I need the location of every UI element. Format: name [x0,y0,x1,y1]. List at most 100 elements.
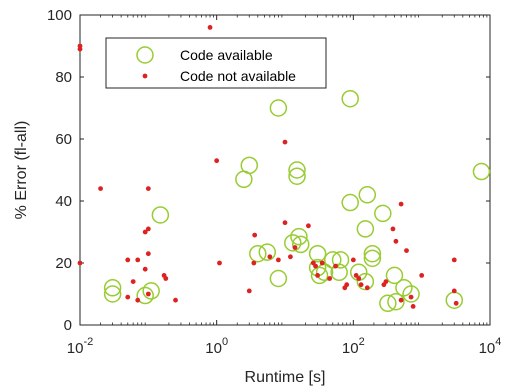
point-code-available [356,272,375,291]
point-code-not-available [125,294,131,300]
point-code-available [258,243,277,261]
point-code-not-available [142,266,148,272]
point-code-not-available [214,158,220,164]
point-code-available [358,186,377,204]
point-code-not-available [125,257,131,263]
point-code-available [315,263,334,282]
y-tick-label: 20 [55,255,72,272]
point-code-not-available [275,257,281,263]
point-code-available [103,279,122,297]
point-code-not-available [383,279,389,284]
point-code-available [387,293,405,311]
point-code-not-available [77,46,83,52]
point-code-available [330,263,348,282]
point-code-available [331,251,350,269]
y-tick-label: 60 [55,131,72,148]
point-code-not-available [288,254,293,260]
point-code-not-available [252,232,258,238]
x-tick-exponent: -2 [83,336,93,348]
x-tick-exponent: 2 [359,336,365,348]
y-axis-label: % Error (fl-all) [13,121,30,220]
point-code-available [341,89,359,108]
point-code-available [151,206,170,224]
point-code-available [290,227,308,246]
x-axis-label: Runtime [s] [245,369,326,386]
point-code-not-available [135,297,141,303]
point-code-not-available [217,260,222,266]
point-code-available [249,244,267,263]
point-code-available [142,282,160,300]
point-code-not-available [135,257,141,263]
point-code-available [402,285,420,303]
point-code-not-available [145,186,151,192]
point-code-available [240,156,259,175]
point-code-available [288,161,306,179]
point-code-not-available [145,251,151,257]
point-code-not-available [207,25,213,30]
x-tick-base: 10 [342,340,359,357]
point-code-not-available [315,273,321,278]
legend-marker-code-not-available [142,73,148,79]
x-tick-exponent: 4 [495,336,501,348]
point-code-not-available [282,139,288,145]
x-tick-label: 102 [342,336,365,357]
y-axis: 0 20 40 60 80 100 [47,7,490,334]
y-tick-label: 40 [55,193,72,210]
point-code-not-available [393,238,399,244]
point-code-available [103,285,122,303]
y-tick-label: 0 [64,317,72,334]
x-tick-label: 10-2 [67,336,93,357]
x-tick-exponent: 0 [222,336,228,348]
x-axis: 10-2 100 102 104 [67,15,502,357]
data-marks [77,25,491,313]
point-code-not-available [319,260,325,266]
y-tick-label: 80 [55,69,72,86]
point-code-not-available [410,304,416,309]
point-code-not-available [251,260,257,266]
y-tick-label: 100 [47,7,72,24]
x-tick-base: 10 [479,340,496,357]
point-code-not-available [313,263,318,269]
point-code-not-available [77,260,83,266]
legend-label-code-available: Code available [180,47,273,63]
point-code-available [363,249,382,268]
legend-marker-code-available [136,46,154,64]
point-code-available [310,266,329,285]
legend: Code available Code not available [105,37,327,89]
point-code-available [379,294,397,313]
x-tick-base: 10 [205,340,222,357]
point-code-not-available [327,276,333,281]
point-code-not-available [419,273,425,278]
point-code-not-available [358,282,364,288]
point-code-available [363,244,382,263]
point-code-not-available [267,254,273,260]
point-code-available [288,167,306,185]
x-tick-label: 104 [479,336,502,357]
point-code-available [341,193,359,212]
point-code-not-available [98,186,103,192]
point-code-available [374,204,392,223]
point-code-available [385,266,404,285]
point-code-not-available [246,288,252,294]
point-code-not-available [398,297,404,303]
point-code-available [269,99,288,117]
point-code-not-available [453,300,459,306]
point-code-not-available [356,276,362,281]
point-code-not-available [130,279,136,284]
point-code-not-available [404,248,409,254]
point-code-not-available [451,257,457,263]
point-code-available [356,220,375,238]
x-tick-label: 100 [205,336,228,357]
point-code-available [291,235,310,254]
point-code-available [284,234,302,252]
point-code-not-available [333,263,338,269]
point-code-available [308,244,327,263]
point-code-not-available [145,226,151,232]
point-code-not-available [451,288,457,294]
point-code-not-available [282,220,288,226]
point-code-not-available [398,201,404,207]
point-code-not-available [305,223,311,229]
point-code-available [136,286,154,305]
point-code-not-available [292,245,298,250]
